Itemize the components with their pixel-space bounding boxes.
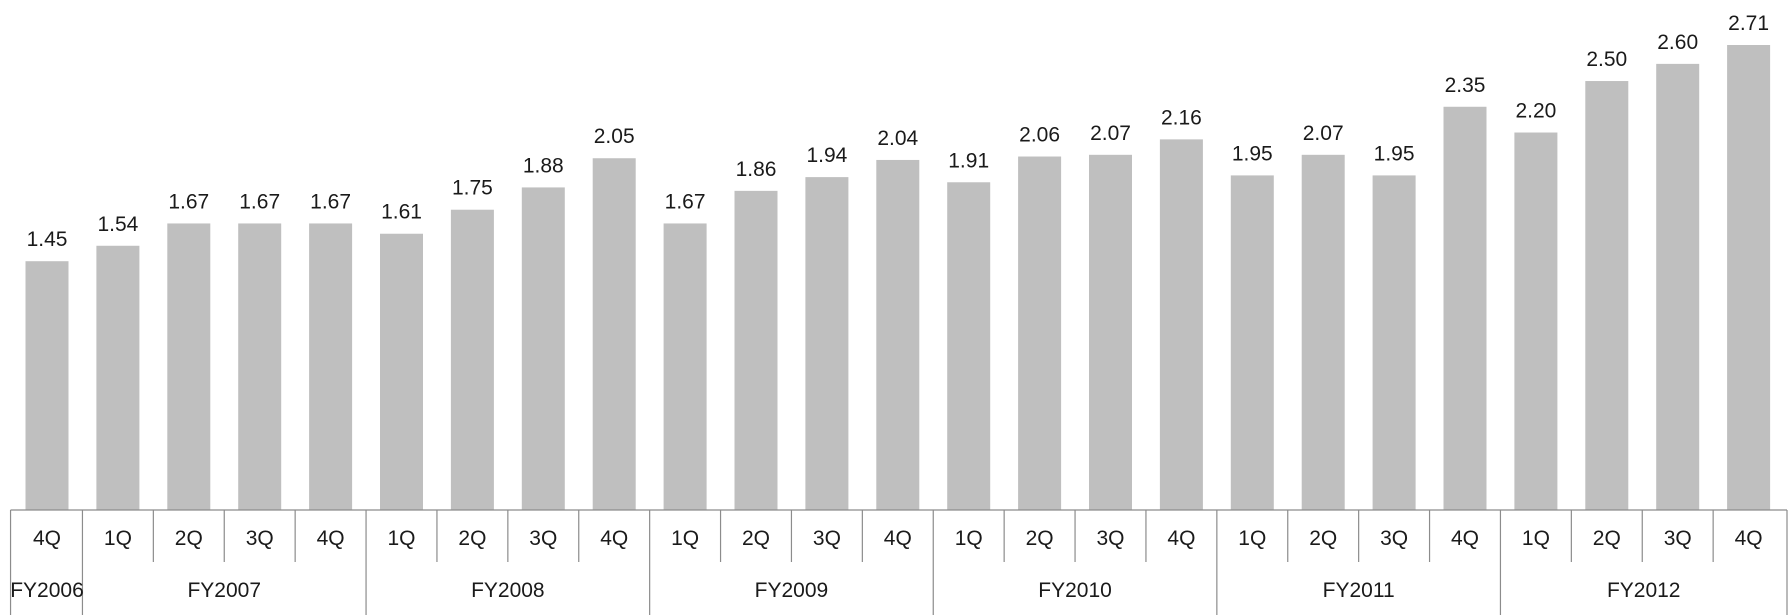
year-label-2: FY2008 bbox=[471, 579, 545, 602]
year-label-5: FY2011 bbox=[1323, 579, 1395, 602]
year-label-1: FY2007 bbox=[187, 579, 261, 602]
year-label-4: FY2010 bbox=[1038, 579, 1112, 602]
bar-10 bbox=[734, 190, 778, 511]
value-label-21: 2.20 bbox=[1515, 100, 1556, 123]
bar-5 bbox=[380, 233, 423, 510]
bar-21 bbox=[1514, 132, 1558, 511]
bar-18 bbox=[1301, 154, 1345, 510]
quarter-label-16: 4Q bbox=[1167, 527, 1195, 550]
value-label-20: 2.35 bbox=[1445, 74, 1486, 97]
quarter-label-17: 1Q bbox=[1238, 527, 1266, 550]
value-label-2: 1.67 bbox=[168, 190, 209, 213]
quarter-label-19: 3Q bbox=[1380, 527, 1408, 550]
quarter-label-14: 2Q bbox=[1026, 527, 1054, 550]
quarter-label-13: 1Q bbox=[955, 527, 983, 550]
quarter-label-10: 2Q bbox=[742, 527, 770, 550]
quarter-label-8: 4Q bbox=[600, 527, 628, 550]
value-label-1: 1.54 bbox=[97, 213, 138, 236]
category-axis: 4Q 1Q 2Q 3Q 4Q 1Q 2Q 3Q 4Q 1Q 2Q 3Q 4Q 1Q 2Q 3Q 4Q 1Q 2Q 3Q… bbox=[9, 509, 1788, 615]
bar-7 bbox=[521, 187, 565, 510]
bar-11 bbox=[805, 177, 849, 510]
value-label-15: 2.07 bbox=[1090, 122, 1131, 145]
value-label-19: 1.95 bbox=[1374, 142, 1415, 165]
quarter-label-22: 2Q bbox=[1593, 527, 1621, 550]
bar-1 bbox=[96, 245, 140, 510]
year-label-0: FY2006 bbox=[10, 579, 84, 602]
value-label-23: 2.60 bbox=[1657, 31, 1698, 54]
value-label-16: 2.16 bbox=[1161, 106, 1202, 129]
quarter-label-7: 3Q bbox=[529, 527, 557, 550]
quarter-label-23: 3Q bbox=[1664, 527, 1692, 550]
quarter-label-9: 1Q bbox=[671, 527, 699, 550]
quarter-label-24: 4Q bbox=[1735, 527, 1763, 550]
quarter-label-3: 3Q bbox=[246, 527, 274, 550]
bar-3 bbox=[238, 223, 282, 510]
value-label-18: 2.07 bbox=[1303, 122, 1344, 145]
bar-13 bbox=[947, 182, 991, 510]
quarter-label-1: 1Q bbox=[104, 527, 132, 550]
value-label-17: 1.95 bbox=[1232, 142, 1273, 165]
quarter-label-21: 1Q bbox=[1522, 527, 1550, 550]
bar-24 bbox=[1727, 45, 1771, 510]
quarter-label-20: 4Q bbox=[1451, 527, 1479, 550]
bars-layer bbox=[25, 45, 1771, 511]
quarter-label-2: 2Q bbox=[175, 527, 203, 550]
quarter-label-6: 2Q bbox=[458, 527, 486, 550]
bar-4 bbox=[309, 223, 353, 510]
bar-23 bbox=[1656, 63, 1700, 510]
bar-0 bbox=[25, 261, 69, 510]
value-label-4: 1.67 bbox=[310, 190, 351, 213]
quarter-label-0: 4Q bbox=[33, 527, 61, 550]
value-label-9: 1.67 bbox=[665, 190, 706, 213]
value-labels-layer: 1.45 1.54 1.67 1.67 1.67 1.61 1.75 1.88 2.05 1.67… bbox=[27, 12, 1769, 251]
quarter-label-11: 3Q bbox=[813, 527, 841, 550]
value-label-5: 1.61 bbox=[381, 201, 422, 224]
value-label-6: 1.75 bbox=[452, 177, 493, 200]
value-label-24: 2.71 bbox=[1728, 12, 1769, 35]
quarter-label-5: 1Q bbox=[387, 527, 415, 550]
bar-12 bbox=[876, 159, 920, 510]
bar-9 bbox=[663, 223, 707, 510]
quarter-label-4: 4Q bbox=[317, 527, 345, 550]
bar-19 bbox=[1372, 175, 1416, 511]
value-label-0: 1.45 bbox=[27, 228, 68, 251]
value-label-11: 1.94 bbox=[806, 144, 847, 167]
value-label-7: 1.88 bbox=[523, 154, 564, 177]
value-label-12: 2.04 bbox=[877, 127, 918, 150]
bar-17 bbox=[1230, 175, 1274, 511]
value-label-13: 1.91 bbox=[948, 149, 989, 172]
bar-2 bbox=[167, 223, 211, 510]
value-label-8: 2.05 bbox=[594, 125, 635, 148]
bar-6 bbox=[450, 209, 494, 510]
value-label-22: 2.50 bbox=[1586, 48, 1627, 71]
bar-20 bbox=[1443, 106, 1487, 511]
year-label-3: FY2009 bbox=[755, 579, 829, 602]
value-label-14: 2.06 bbox=[1019, 124, 1060, 147]
quarter-label-12: 4Q bbox=[884, 527, 912, 550]
bar-16 bbox=[1159, 139, 1203, 511]
value-label-3: 1.67 bbox=[239, 190, 280, 213]
year-label-6: FY2012 bbox=[1607, 579, 1681, 602]
bar-8 bbox=[592, 158, 636, 510]
quarter-label-15: 3Q bbox=[1096, 527, 1124, 550]
value-label-10: 1.86 bbox=[736, 158, 777, 181]
bar-14 bbox=[1018, 156, 1062, 510]
bar-22 bbox=[1585, 81, 1629, 511]
quarter-label-18: 2Q bbox=[1309, 527, 1337, 550]
bar-15 bbox=[1089, 154, 1132, 510]
